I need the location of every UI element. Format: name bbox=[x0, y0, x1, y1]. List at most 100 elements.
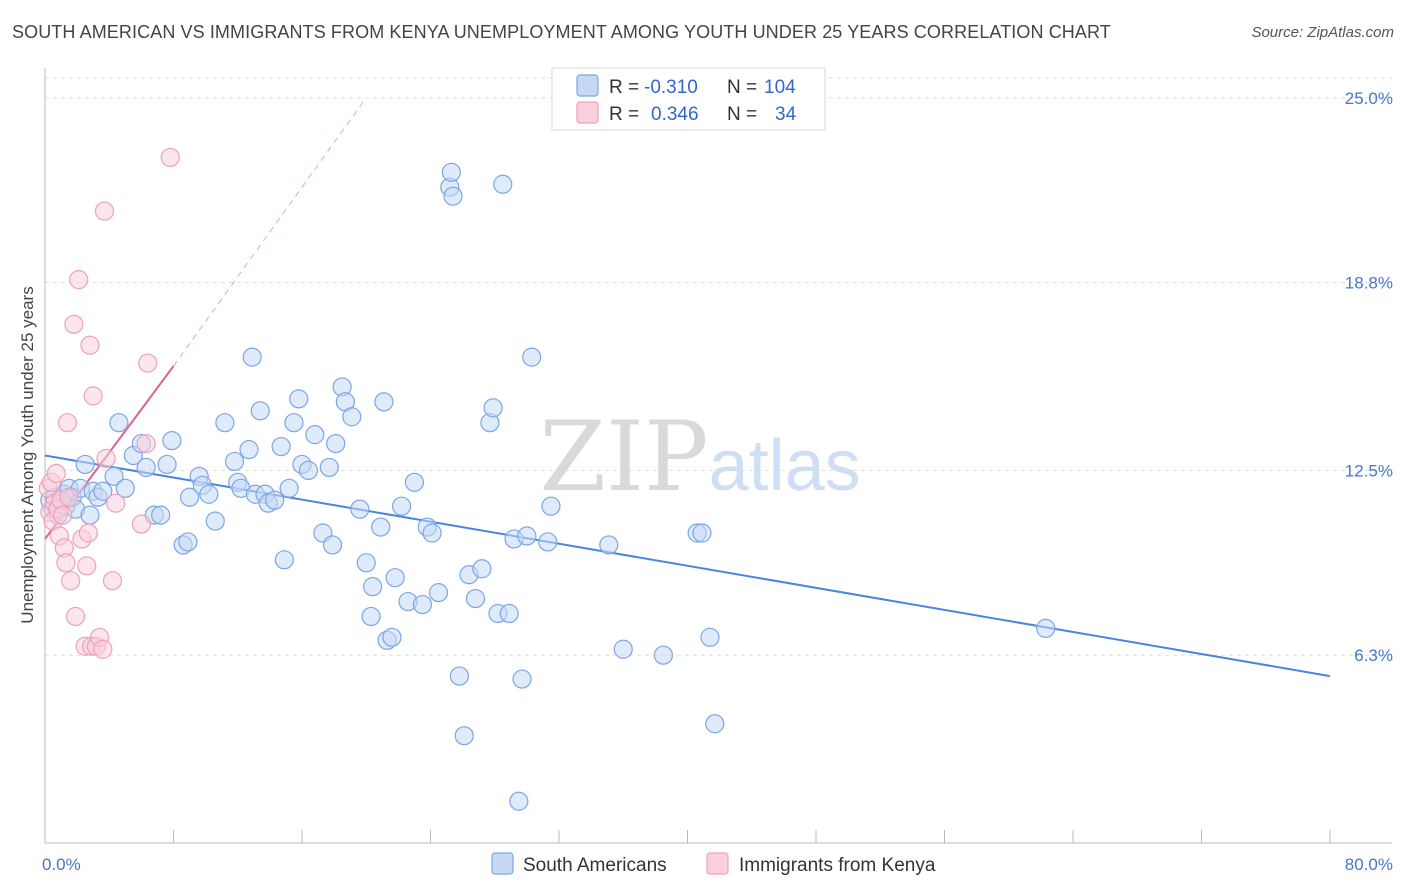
point-kenya bbox=[64, 314, 84, 334]
point-south-american bbox=[178, 532, 198, 552]
chart-title: SOUTH AMERICAN VS IMMIGRANTS FROM KENYA … bbox=[12, 22, 1111, 42]
legend-swatch-kenya bbox=[576, 101, 599, 124]
point-south-american bbox=[104, 466, 124, 486]
grid-lines bbox=[45, 77, 1392, 656]
point-kenya bbox=[78, 523, 98, 543]
point-south-american bbox=[322, 535, 343, 555]
point-south-american bbox=[179, 487, 200, 507]
point-south-american bbox=[271, 436, 291, 457]
point-south-american bbox=[391, 496, 412, 516]
point-south-american bbox=[265, 490, 285, 510]
y-tick-label: 25.0% bbox=[1345, 89, 1393, 108]
point-south-american bbox=[705, 714, 725, 734]
point-south-american bbox=[541, 496, 561, 516]
point-south-american bbox=[382, 627, 402, 647]
trend-extension-1 bbox=[173, 97, 367, 367]
point-kenya bbox=[138, 353, 158, 373]
point-south-american bbox=[80, 505, 100, 525]
point-south-american bbox=[422, 523, 442, 543]
bottom-legend-swatch-south-americans bbox=[491, 852, 514, 875]
bottom-legend: South Americans Immigrants from Kenya bbox=[491, 852, 936, 876]
point-south-american bbox=[613, 639, 633, 659]
point-kenya bbox=[96, 448, 116, 469]
point-south-american bbox=[239, 439, 259, 460]
point-south-american bbox=[412, 594, 433, 615]
point-kenya bbox=[57, 413, 78, 433]
y-axis-title: Unemployment Among Youth under 25 years bbox=[18, 286, 37, 623]
point-kenya bbox=[131, 514, 151, 534]
point-south-american bbox=[428, 583, 449, 603]
point-south-american bbox=[374, 392, 394, 412]
point-south-american bbox=[298, 460, 319, 481]
legend-n-value-1: 34 bbox=[775, 104, 797, 125]
tick-labels: 6.3% 12.5% 18.8% 25.0% 0.0% 80.0% bbox=[42, 89, 1393, 874]
point-south-american bbox=[1036, 618, 1056, 638]
bottom-legend-label-kenya: Immigrants from Kenya bbox=[739, 855, 936, 876]
x-tick-label: 0.0% bbox=[42, 855, 81, 874]
point-kenya bbox=[83, 386, 103, 406]
point-kenya bbox=[46, 463, 66, 483]
point-south-american bbox=[653, 645, 674, 665]
watermark: ZIPatlas bbox=[539, 401, 860, 513]
point-kenya bbox=[53, 505, 73, 525]
point-kenya bbox=[77, 556, 97, 576]
trend-lines bbox=[44, 97, 1331, 678]
point-south-american bbox=[205, 511, 225, 531]
point-south-american bbox=[700, 627, 720, 647]
point-south-american bbox=[356, 553, 376, 573]
point-south-american bbox=[162, 430, 182, 451]
bottom-legend-label-south-americans: South Americans bbox=[523, 855, 667, 876]
point-south-american bbox=[305, 425, 325, 445]
point-kenya bbox=[56, 553, 76, 573]
point-south-american bbox=[538, 532, 558, 552]
legend-n-label-0: N = bbox=[727, 77, 757, 98]
point-south-american bbox=[319, 457, 339, 478]
legend-r-label-0: R = bbox=[609, 77, 639, 98]
watermark-zip: ZIP bbox=[539, 401, 708, 513]
chart-source: Source: ZipAtlas.com bbox=[1251, 24, 1394, 41]
point-south-american bbox=[115, 478, 135, 498]
point-south-american bbox=[493, 174, 513, 194]
legend-box: R = -0.310 N = 104 R = 0.346 N = 34 bbox=[551, 67, 826, 131]
point-south-american bbox=[499, 603, 519, 624]
point-south-american bbox=[93, 481, 113, 501]
y-tick-label: 12.5% bbox=[1345, 461, 1393, 480]
point-south-american bbox=[441, 162, 461, 182]
point-south-american bbox=[224, 451, 245, 472]
point-south-american bbox=[75, 454, 95, 475]
point-south-american bbox=[449, 666, 470, 686]
point-kenya bbox=[69, 270, 89, 290]
point-south-american bbox=[517, 526, 537, 546]
legend-r-value-0: -0.310 bbox=[644, 77, 698, 98]
legend-n-label-1: N = bbox=[727, 104, 757, 125]
point-south-american bbox=[509, 791, 529, 811]
point-south-american bbox=[136, 457, 156, 478]
point-kenya bbox=[65, 606, 86, 627]
point-south-american bbox=[157, 454, 177, 475]
point-south-american bbox=[522, 347, 542, 367]
point-south-american bbox=[512, 669, 532, 689]
point-south-american bbox=[363, 577, 383, 597]
point-kenya bbox=[102, 571, 123, 591]
point-south-american bbox=[483, 398, 503, 418]
legend-n-value-0: 104 bbox=[764, 77, 796, 98]
point-south-american bbox=[109, 413, 129, 433]
point-kenya bbox=[136, 433, 156, 454]
bottom-legend-swatch-kenya bbox=[706, 852, 729, 875]
point-south-american bbox=[215, 413, 235, 433]
point-south-american bbox=[342, 407, 362, 427]
point-kenya bbox=[93, 639, 113, 659]
point-south-american bbox=[443, 186, 463, 206]
point-south-american bbox=[385, 568, 405, 588]
point-south-american bbox=[274, 550, 294, 570]
legend-r-label-1: R = bbox=[609, 104, 639, 125]
point-south-american bbox=[472, 559, 492, 579]
point-kenya bbox=[106, 493, 126, 513]
point-kenya bbox=[160, 147, 180, 168]
point-south-american bbox=[289, 389, 309, 409]
point-south-american bbox=[326, 433, 346, 454]
legend-r-value-1: 0.346 bbox=[651, 104, 699, 125]
point-south-american bbox=[242, 347, 262, 367]
point-kenya bbox=[61, 571, 81, 591]
